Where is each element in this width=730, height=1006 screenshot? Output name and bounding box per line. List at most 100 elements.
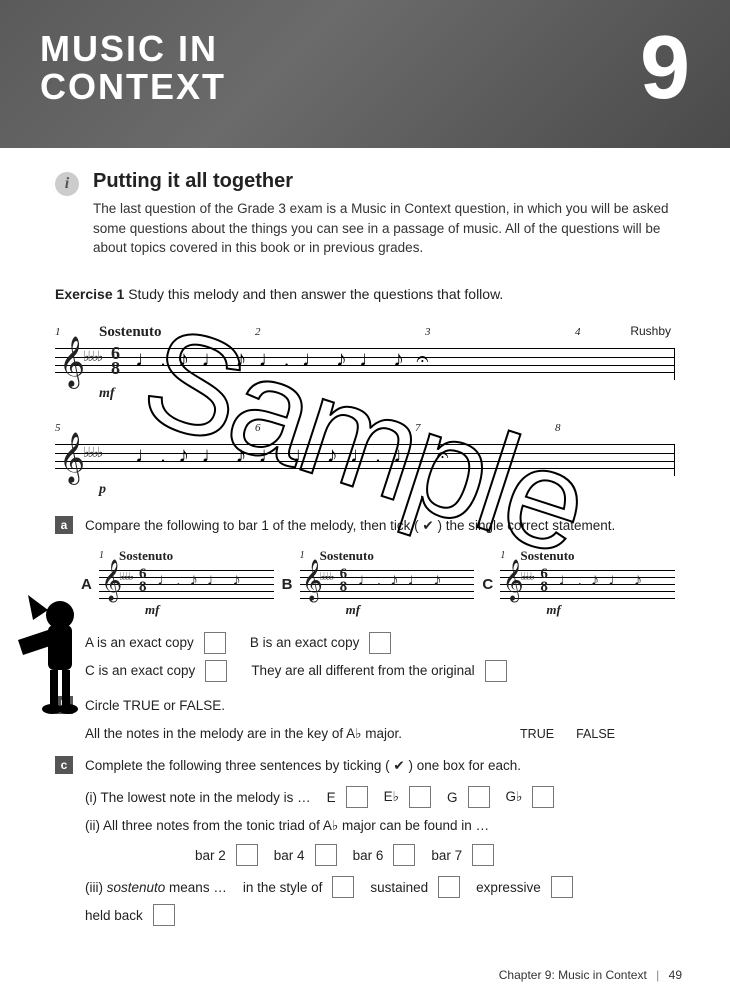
checkbox[interactable] (438, 876, 460, 898)
music-notes: ♩. ♪ ♩ ♪ ♩ ♩ ♪ ♩. ♩. 𝄐 (135, 442, 665, 482)
checkbox[interactable] (205, 660, 227, 682)
title-line-2: CONTEXT (40, 68, 226, 106)
page-footer: Chapter 9: Music in Context | 49 (499, 968, 682, 982)
qa-options-row-1: A is an exact copy B is an exact copy (85, 632, 675, 654)
treble-clef-icon: 𝄞 (59, 340, 85, 384)
false-option[interactable]: FALSE (576, 727, 615, 741)
checkbox[interactable] (369, 632, 391, 654)
checkbox[interactable] (236, 844, 258, 866)
option-text: bar 2 (195, 848, 226, 863)
title-line-1: MUSIC IN (40, 30, 226, 68)
true-option[interactable]: TRUE (520, 727, 554, 741)
option-text: E♭ (384, 789, 399, 805)
intro-text: The last question of the Grade 3 exam is… (93, 199, 675, 258)
time-signature: 68 (540, 568, 548, 594)
music-notes: ♩. ♪ ♩ ♪ ♩. ♩ ♪ ♩ ♪ 𝄐 (135, 346, 665, 386)
music-notes: ♩. ♪ ♩ ♪ (558, 570, 644, 590)
bar-number: 6 (255, 422, 261, 434)
qc-iii-text: (iii) sostenuto means … (85, 880, 227, 895)
option-text: in the style of (243, 880, 323, 895)
checkbox[interactable] (204, 632, 226, 654)
chapter-title: MUSIC IN CONTEXT (40, 30, 226, 106)
checkbox[interactable] (153, 904, 175, 926)
intro-block: i Putting it all together The last quest… (55, 170, 675, 258)
time-signature: 68 (340, 568, 348, 594)
bar-number: 1 (55, 326, 61, 338)
tempo-marking: Sostenuto (99, 324, 162, 341)
composer-credit: Rushby (630, 324, 671, 338)
footer-page-number: 49 (669, 968, 682, 982)
chapter-number: 9 (640, 30, 690, 107)
checkbox[interactable] (485, 660, 507, 682)
dynamic-marking: mf (546, 602, 560, 618)
question-b: b Circle TRUE or FALSE. (55, 696, 675, 716)
question-a: a Compare the following to bar 1 of the … (55, 516, 675, 536)
option-text: held back (85, 908, 143, 923)
tempo-marking: Sostenuto (520, 548, 574, 564)
page-content: i Putting it all together The last quest… (0, 148, 730, 926)
checkbox[interactable] (315, 844, 337, 866)
music-notes: ♩. ♪ ♩ ♪ (358, 570, 444, 590)
tempo-marking: Sostenuto (320, 548, 374, 564)
question-a-text: Compare the following to bar 1 of the me… (85, 516, 675, 536)
option-text: G (447, 790, 458, 805)
question-label-c: c (55, 756, 73, 774)
question-c-prompt: Complete the following three sentences b… (85, 756, 675, 776)
qc-ii-options: bar 2 bar 4 bar 6 bar 7 (195, 844, 675, 866)
checkbox[interactable] (551, 876, 573, 898)
bar-number: 5 (55, 422, 61, 434)
intro-body: Putting it all together The last questio… (93, 170, 675, 258)
intro-title: Putting it all together (93, 170, 675, 193)
option-text: bar 7 (431, 848, 462, 863)
option-text: B is an exact copy (250, 635, 360, 650)
exercise-heading: Exercise 1 Study this melody and then an… (55, 286, 675, 302)
chapter-header: MUSIC IN CONTEXT 9 (0, 0, 730, 148)
key-signature: ♭♭♭♭ (83, 348, 101, 365)
tf-statement: All the notes in the melody are in the k… (85, 726, 402, 742)
option-text: E (327, 790, 336, 805)
checkbox[interactable] (532, 786, 554, 808)
qc-iii: (iii) sostenuto means … in the style of … (85, 876, 675, 926)
key-signature: ♭♭♭♭ (119, 570, 132, 583)
checkbox[interactable] (393, 844, 415, 866)
option-text: They are all different from the original (251, 663, 474, 678)
option-text: bar 4 (274, 848, 305, 863)
key-signature: ♭♭♭♭ (320, 570, 333, 583)
option-label-b: B (282, 576, 293, 593)
bar-number: 2 (255, 326, 261, 338)
music-notes: ♩. ♪ ♩ ♪ (157, 570, 243, 590)
checkbox[interactable] (346, 786, 368, 808)
option-text: G♭ (506, 789, 523, 805)
checkbox[interactable] (332, 876, 354, 898)
qa-options-row-2: C is an exact copy They are all differen… (85, 660, 675, 682)
question-b-prompt: Circle TRUE or FALSE. (85, 696, 675, 716)
checkbox[interactable] (472, 844, 494, 866)
option-text: expressive (476, 880, 541, 895)
comparison-staves: A 1 Sostenuto 𝄞 ♭♭♭♭ 68 ♩. ♪ ♩ ♪ mf B 1 … (85, 546, 675, 620)
dynamic-marking: mf (99, 386, 115, 402)
bar-number: 3 (425, 326, 431, 338)
key-signature: ♭♭♭♭ (83, 444, 101, 461)
time-signature: 68 (139, 568, 147, 594)
dynamic-marking: mf (346, 602, 360, 618)
footer-separator: | (656, 968, 659, 982)
footer-chapter: Chapter 9: Music in Context (499, 968, 647, 982)
time-signature: 6 8 (111, 346, 120, 377)
question-label-a: a (55, 516, 73, 534)
qc-ii: (ii) All three notes from the tonic tria… (85, 818, 675, 834)
mini-staff-b: B 1 Sostenuto 𝄞 ♭♭♭♭ 68 ♩. ♪ ♩ ♪ mf (286, 546, 475, 620)
true-false-row: All the notes in the melody are in the k… (85, 726, 675, 742)
info-icon: i (55, 172, 79, 196)
mascot-icon (8, 585, 108, 725)
option-text: sustained (370, 880, 428, 895)
key-signature: ♭♭♭♭ (520, 570, 533, 583)
bar-number: 8 (555, 422, 561, 434)
bar-number: 4 (575, 326, 581, 338)
checkbox[interactable] (409, 786, 431, 808)
checkbox[interactable] (468, 786, 490, 808)
tempo-marking: Sostenuto (119, 548, 173, 564)
mini-staff-c: C 1 Sostenuto 𝄞 ♭♭♭♭ 68 ♩. ♪ ♩ ♪ mf (486, 546, 675, 620)
qc-i-text: (i) The lowest note in the melody is … (85, 790, 311, 805)
dynamic-marking: mf (145, 602, 159, 618)
qc-ii-text: (ii) All three notes from the tonic tria… (85, 818, 675, 834)
